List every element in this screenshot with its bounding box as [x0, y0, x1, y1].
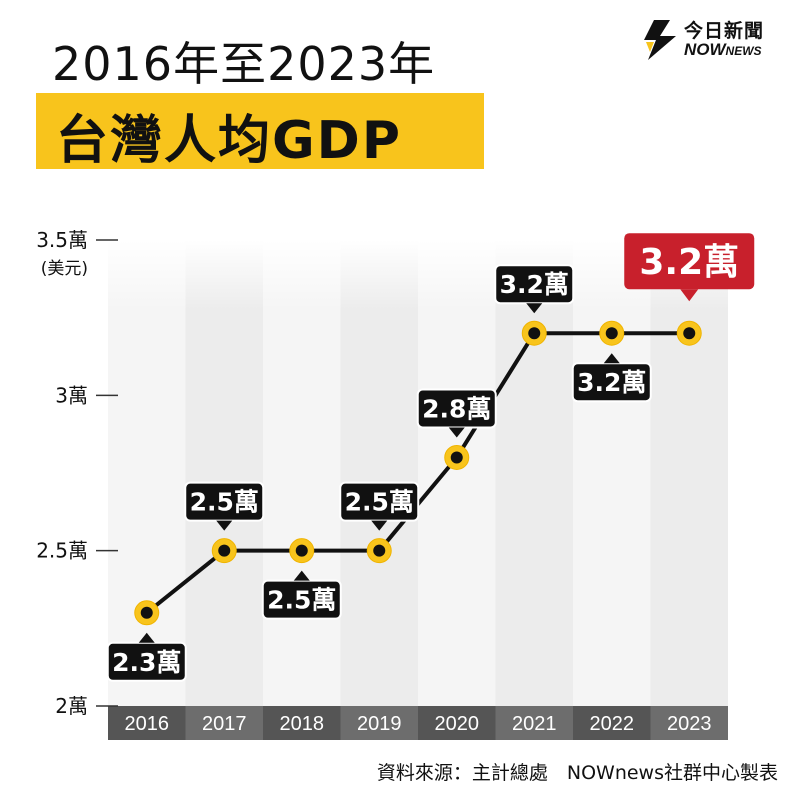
data-point-center — [450, 451, 463, 464]
data-point-center — [528, 327, 541, 340]
logo-english-text: NOWNEWS — [684, 40, 762, 60]
x-tick-label: 2019 — [357, 713, 402, 735]
data-label-text: 3.2萬 — [577, 368, 646, 397]
data-label-pointer — [680, 289, 699, 302]
data-label-pointer — [526, 303, 543, 314]
column-band — [650, 240, 728, 706]
data-label-box — [624, 233, 755, 290]
data-point-center — [373, 544, 386, 557]
data-point-center — [295, 544, 308, 557]
nownews-flame-icon — [644, 20, 676, 60]
data-label-pointer — [603, 353, 620, 364]
data-label-text: 2.5萬 — [345, 488, 414, 517]
data-label-text: 2.3萬 — [112, 648, 181, 677]
x-tick-label: 2018 — [280, 713, 325, 735]
data-label: 2.5萬 — [184, 481, 265, 531]
data-point-center — [605, 327, 618, 340]
y-tick-label: 2萬 — [55, 694, 88, 718]
x-axis-cell — [495, 706, 573, 740]
x-axis-cell — [340, 706, 418, 740]
data-label-pointer — [371, 520, 388, 531]
data-label-pointer — [293, 570, 310, 581]
highlight-data-label: 3.2萬 — [624, 233, 755, 302]
chart-title-years: 2016年至2023年 — [52, 37, 436, 91]
x-axis-cell — [263, 706, 341, 740]
data-point-center — [683, 327, 696, 340]
y-tick-label: 3.5萬 — [36, 228, 88, 252]
chart-title: 台灣人均GDP — [56, 111, 402, 171]
data-label-text: 2.5萬 — [267, 586, 336, 615]
data-label: 3.2萬 — [571, 353, 652, 403]
x-axis-cell — [185, 706, 263, 740]
data-label: 2.5萬 — [261, 570, 342, 620]
column-band — [418, 240, 496, 706]
source-note: 資料來源：主計總處 NOWnews社群中心製表 — [376, 762, 778, 784]
data-label: 2.3萬 — [106, 632, 187, 682]
data-label-text: 2.8萬 — [422, 394, 491, 423]
data-point-center — [218, 544, 231, 557]
x-tick-label: 2023 — [667, 713, 712, 735]
data-label-text: 3.2萬 — [500, 270, 569, 299]
data-label-text: 2.5萬 — [190, 488, 259, 517]
column-band — [108, 240, 186, 706]
x-axis-cell — [418, 706, 496, 740]
data-label: 3.2萬 — [494, 264, 575, 314]
y-tick-label: 3萬 — [55, 383, 88, 407]
x-axis-cell — [108, 706, 186, 740]
x-tick-label: 2016 — [125, 713, 170, 735]
data-label-box — [339, 481, 420, 522]
logo-english-main: NOW — [684, 40, 726, 59]
column-band — [185, 240, 263, 706]
column-band — [340, 240, 418, 706]
x-axis-cell — [650, 706, 728, 740]
data-label: 2.5萬 — [339, 481, 420, 531]
data-label-pointer — [216, 520, 233, 531]
x-tick-label: 2022 — [590, 713, 635, 735]
x-axis-cell — [573, 706, 651, 740]
nownews-logo: 今日新聞 NOWNEWS — [640, 18, 790, 62]
logo-chinese-text: 今日新聞 — [684, 20, 765, 42]
title-highlight-bar — [36, 93, 484, 169]
data-label-pointer — [138, 632, 155, 643]
data-label-pointer — [448, 427, 465, 438]
data-label-text: 3.2萬 — [639, 242, 739, 283]
logo-english-small: NEWS — [725, 44, 762, 58]
column-band — [573, 240, 651, 706]
x-tick-label: 2021 — [512, 713, 557, 735]
data-point-center — [140, 606, 153, 619]
y-axis-unit: (美元) — [41, 259, 88, 279]
y-tick-label: 2.5萬 — [36, 539, 88, 563]
data-label-box — [184, 481, 265, 522]
column-band — [495, 240, 573, 706]
x-tick-label: 2017 — [202, 713, 247, 735]
column-band — [263, 240, 341, 706]
x-tick-label: 2020 — [435, 713, 480, 735]
data-label: 2.8萬 — [416, 388, 497, 438]
